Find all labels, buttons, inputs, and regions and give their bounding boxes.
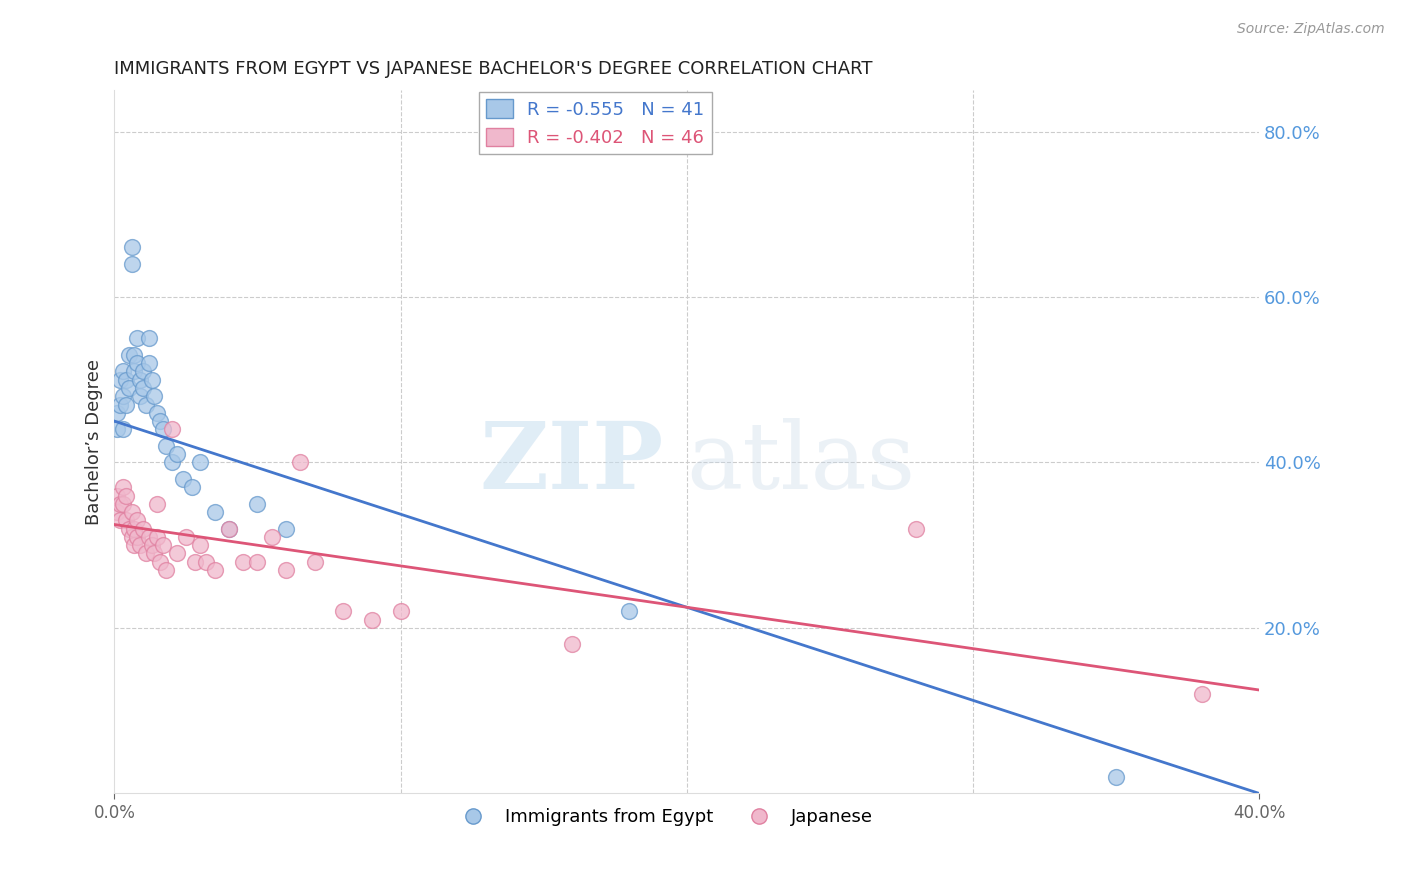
Point	[188, 455, 211, 469]
Point	[389, 604, 412, 618]
Point	[127, 356, 149, 370]
Point	[118, 522, 141, 536]
Point	[132, 381, 155, 395]
Point	[105, 505, 128, 519]
Text: atlas: atlas	[686, 417, 915, 508]
Point	[183, 555, 205, 569]
Point	[108, 373, 131, 387]
Point	[111, 422, 134, 436]
Text: ZIP: ZIP	[479, 417, 664, 508]
Point	[160, 422, 183, 436]
Point	[127, 530, 149, 544]
Point	[135, 398, 157, 412]
Point	[290, 455, 312, 469]
Point	[132, 364, 155, 378]
Point	[194, 555, 217, 569]
Point	[146, 497, 169, 511]
Point	[204, 563, 226, 577]
Point	[118, 348, 141, 362]
Point	[155, 439, 177, 453]
Text: Source: ZipAtlas.com: Source: ZipAtlas.com	[1237, 22, 1385, 37]
Point	[115, 373, 138, 387]
Point	[166, 447, 188, 461]
Point	[166, 546, 188, 560]
Point	[111, 497, 134, 511]
Point	[1191, 687, 1213, 701]
Point	[135, 546, 157, 560]
Point	[274, 522, 297, 536]
Point	[246, 555, 269, 569]
Point	[129, 373, 152, 387]
Point	[155, 563, 177, 577]
Point	[619, 604, 641, 618]
Point	[218, 522, 240, 536]
Point	[129, 538, 152, 552]
Point	[105, 489, 128, 503]
Point	[152, 422, 174, 436]
Point	[246, 497, 269, 511]
Point	[146, 530, 169, 544]
Point	[111, 480, 134, 494]
Point	[111, 364, 134, 378]
Point	[115, 489, 138, 503]
Point	[111, 389, 134, 403]
Point	[121, 505, 143, 519]
Point	[124, 364, 146, 378]
Point	[141, 373, 163, 387]
Point	[332, 604, 354, 618]
Point	[138, 331, 160, 345]
Point	[121, 257, 143, 271]
Point	[127, 513, 149, 527]
Point	[361, 613, 384, 627]
Point	[146, 406, 169, 420]
Point	[1105, 770, 1128, 784]
Point	[118, 381, 141, 395]
Point	[138, 530, 160, 544]
Point	[108, 513, 131, 527]
Y-axis label: Bachelor’s Degree: Bachelor’s Degree	[86, 359, 103, 524]
Point	[124, 348, 146, 362]
Point	[152, 538, 174, 552]
Point	[115, 398, 138, 412]
Point	[129, 389, 152, 403]
Point	[218, 522, 240, 536]
Point	[121, 240, 143, 254]
Point	[115, 513, 138, 527]
Point	[561, 637, 583, 651]
Point	[188, 538, 211, 552]
Point	[132, 522, 155, 536]
Point	[124, 522, 146, 536]
Point	[232, 555, 254, 569]
Point	[174, 530, 197, 544]
Point	[105, 406, 128, 420]
Point	[204, 505, 226, 519]
Point	[143, 389, 166, 403]
Point	[304, 555, 326, 569]
Point	[141, 538, 163, 552]
Point	[160, 455, 183, 469]
Point	[108, 398, 131, 412]
Point	[260, 530, 283, 544]
Point	[172, 472, 194, 486]
Point	[121, 530, 143, 544]
Point	[904, 522, 927, 536]
Point	[149, 555, 172, 569]
Point	[180, 480, 202, 494]
Point	[127, 331, 149, 345]
Point	[105, 422, 128, 436]
Point	[124, 538, 146, 552]
Point	[108, 497, 131, 511]
Legend: Immigrants from Egypt, Japanese: Immigrants from Egypt, Japanese	[447, 801, 880, 833]
Text: IMMIGRANTS FROM EGYPT VS JAPANESE BACHELOR'S DEGREE CORRELATION CHART: IMMIGRANTS FROM EGYPT VS JAPANESE BACHEL…	[114, 60, 873, 78]
Point	[138, 356, 160, 370]
Point	[274, 563, 297, 577]
Point	[143, 546, 166, 560]
Point	[149, 414, 172, 428]
